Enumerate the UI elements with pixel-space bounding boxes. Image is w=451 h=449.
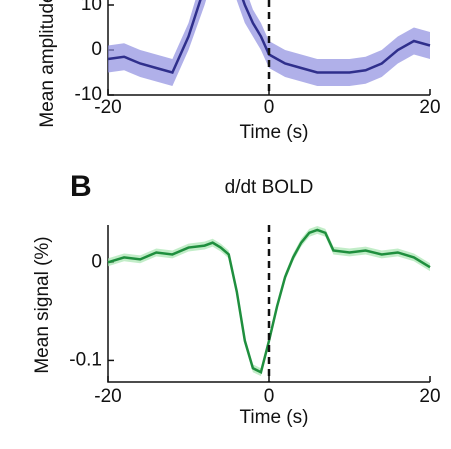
x-tick-label: 0 (264, 97, 275, 118)
y-tick-label: -10 (75, 84, 102, 105)
y-tick-label: 0 (91, 39, 102, 60)
panel-label: B (70, 170, 92, 203)
x-axis-label: Time (s) (240, 407, 309, 428)
y-axis-label: Mean signal (%) (32, 236, 53, 373)
x-tick-label: -20 (94, 97, 121, 118)
y-axis-label: Mean amplitude (37, 0, 58, 128)
x-tick-label: 20 (419, 386, 440, 407)
x-axis-label: Time (s) (240, 122, 309, 143)
x-tick-label: 20 (419, 97, 440, 118)
line (107, 0, 431, 74)
y-tick-label: 0 (91, 251, 102, 272)
x-tick-label: 0 (264, 386, 275, 407)
chart-title: d/dt BOLD (225, 177, 314, 198)
y-tick-label: 10 (81, 0, 102, 15)
line (107, 228, 431, 374)
y-tick-label: -0.1 (69, 349, 102, 370)
x-tick-label: -20 (94, 386, 121, 407)
